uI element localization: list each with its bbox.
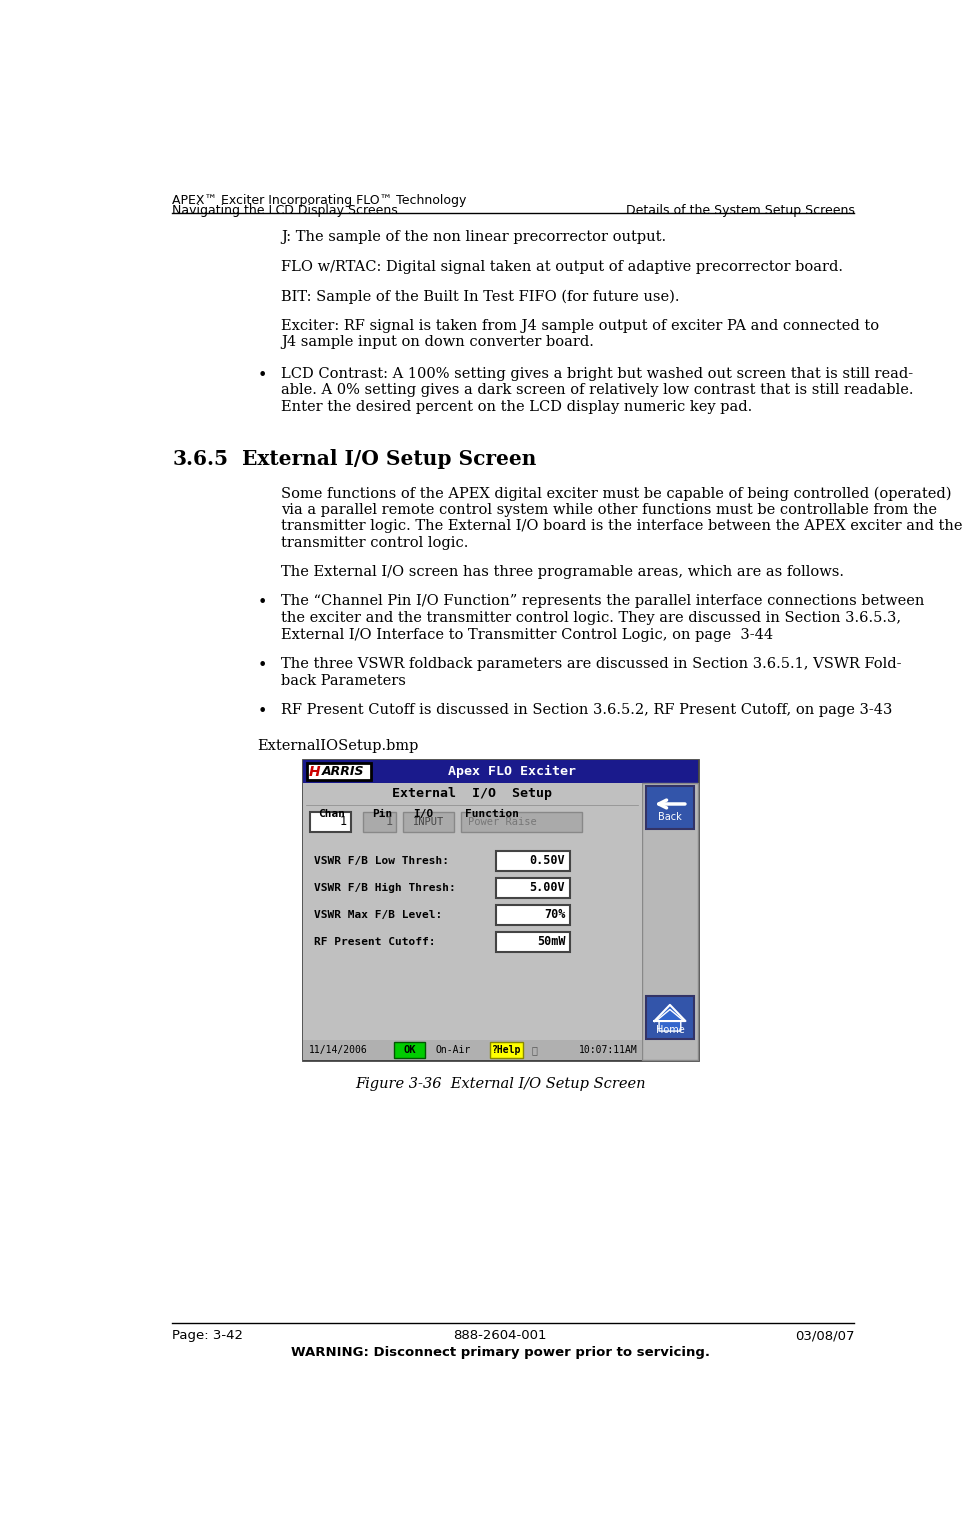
Text: 3.6.5: 3.6.5 [173, 449, 228, 469]
FancyBboxPatch shape [497, 931, 570, 951]
Text: INPUT: INPUT [413, 818, 444, 827]
FancyBboxPatch shape [646, 787, 694, 828]
Text: 888-2604-001: 888-2604-001 [454, 1330, 547, 1342]
Text: Apex FLO Exciter: Apex FLO Exciter [448, 765, 576, 778]
Text: BIT: Sample of the Built In Test FIFO (for future use).: BIT: Sample of the Built In Test FIFO (f… [281, 289, 679, 303]
Text: The External I/O screen has three programable areas, which are as follows.: The External I/O screen has three progra… [281, 564, 844, 579]
Text: Back: Back [658, 812, 682, 822]
Text: Pin: Pin [372, 808, 392, 819]
Polygon shape [656, 1010, 684, 1031]
Text: Navigating the LCD Display Screens: Navigating the LCD Display Screens [173, 204, 398, 217]
FancyBboxPatch shape [310, 813, 350, 832]
Text: back Parameters: back Parameters [281, 673, 406, 687]
Text: External  I/O  Setup: External I/O Setup [392, 787, 552, 801]
Text: H: H [309, 764, 321, 779]
Polygon shape [655, 1005, 685, 1021]
Text: Page: 3-42: Page: 3-42 [173, 1330, 243, 1342]
Text: Function: Function [466, 808, 519, 819]
FancyBboxPatch shape [307, 762, 371, 781]
Text: WARNING: Disconnect primary power prior to servicing.: WARNING: Disconnect primary power prior … [291, 1345, 710, 1359]
Text: J: The sample of the non linear precorrector output.: J: The sample of the non linear precorre… [281, 231, 666, 244]
Text: via a parallel remote control system while other functions must be controllable : via a parallel remote control system whi… [281, 503, 937, 516]
FancyBboxPatch shape [497, 878, 570, 898]
Text: 50mW: 50mW [537, 934, 565, 948]
Text: •: • [258, 595, 267, 612]
FancyBboxPatch shape [497, 851, 570, 871]
Text: Chan: Chan [318, 808, 346, 819]
Text: VSWR Max F/B Level:: VSWR Max F/B Level: [314, 910, 442, 919]
FancyBboxPatch shape [497, 905, 570, 925]
Text: Exciter: RF signal is taken from J4 sample output of exciter PA and connected to: Exciter: RF signal is taken from J4 samp… [281, 318, 879, 334]
Text: •: • [258, 704, 267, 721]
Text: I/O: I/O [413, 808, 433, 819]
Text: The “Channel Pin I/O Function” represents the parallel interface connections bet: The “Channel Pin I/O Function” represent… [281, 595, 924, 609]
Text: 0.50V: 0.50V [530, 855, 565, 867]
Text: 🔒: 🔒 [531, 1045, 537, 1054]
Text: RF Present Cutoff:: RF Present Cutoff: [314, 936, 435, 947]
Text: Power Raise: Power Raise [468, 818, 537, 827]
Text: ?Help: ?Help [492, 1045, 521, 1054]
Text: the exciter and the transmitter control logic. They are discussed in Section 3.6: the exciter and the transmitter control … [281, 612, 901, 626]
Text: 5.00V: 5.00V [530, 881, 565, 895]
FancyBboxPatch shape [646, 996, 694, 1039]
Text: ARRIS: ARRIS [322, 765, 364, 778]
FancyBboxPatch shape [642, 784, 698, 1061]
Text: able. A 0% setting gives a dark screen of relatively low contrast that is still : able. A 0% setting gives a dark screen o… [281, 383, 914, 397]
Text: VSWR F/B High Thresh:: VSWR F/B High Thresh: [314, 882, 456, 893]
Text: J4 sample input on down converter board.: J4 sample input on down converter board. [281, 335, 593, 349]
Text: 03/08/07: 03/08/07 [794, 1330, 854, 1342]
FancyBboxPatch shape [303, 759, 698, 784]
FancyBboxPatch shape [303, 1039, 642, 1061]
Text: •: • [258, 658, 267, 675]
FancyBboxPatch shape [303, 759, 698, 1061]
Text: 1: 1 [386, 816, 392, 828]
Text: External I/O Interface to Transmitter Control Logic, on page  3-44: External I/O Interface to Transmitter Co… [281, 627, 773, 641]
Text: Enter the desired percent on the LCD display numeric key pad.: Enter the desired percent on the LCD dis… [281, 400, 752, 413]
Text: 1: 1 [340, 816, 346, 828]
Text: VSWR F/B Low Thresh:: VSWR F/B Low Thresh: [314, 856, 449, 865]
Text: The three VSWR foldback parameters are discussed in Section 3.6.5.1, VSWR Fold-: The three VSWR foldback parameters are d… [281, 658, 902, 672]
Text: ExternalIOSetup.bmp: ExternalIOSetup.bmp [258, 739, 419, 753]
FancyBboxPatch shape [303, 784, 642, 1039]
Text: 70%: 70% [544, 908, 565, 921]
Text: FLO w/RTAC: Digital signal taken at output of adaptive precorrector board.: FLO w/RTAC: Digital signal taken at outp… [281, 260, 843, 274]
Text: Figure 3-36  External I/O Setup Screen: Figure 3-36 External I/O Setup Screen [355, 1077, 645, 1091]
Text: 10:07:11AM: 10:07:11AM [579, 1045, 637, 1054]
FancyBboxPatch shape [403, 813, 454, 832]
Text: APEX™ Exciter Incorporating FLO™ Technology: APEX™ Exciter Incorporating FLO™ Technol… [173, 194, 467, 206]
Text: Some functions of the APEX digital exciter must be capable of being controlled (: Some functions of the APEX digital excit… [281, 486, 952, 501]
Text: External I/O Setup Screen: External I/O Setup Screen [242, 449, 537, 469]
Text: RF Present Cutoff is discussed in Section 3.6.5.2, RF Present Cutoff, on page 3-: RF Present Cutoff is discussed in Sectio… [281, 704, 892, 718]
Text: On-Air: On-Air [436, 1045, 471, 1054]
Text: •: • [258, 366, 267, 384]
Text: transmitter control logic.: transmitter control logic. [281, 536, 468, 550]
FancyBboxPatch shape [363, 813, 395, 832]
FancyBboxPatch shape [394, 1042, 425, 1057]
FancyBboxPatch shape [462, 813, 582, 832]
Text: Details of the System Setup Screens: Details of the System Setup Screens [626, 204, 854, 217]
FancyBboxPatch shape [490, 1042, 523, 1057]
Text: OK: OK [403, 1045, 416, 1054]
Text: transmitter logic. The External I/O board is the interface between the APEX exci: transmitter logic. The External I/O boar… [281, 520, 962, 533]
Text: 11/14/2006: 11/14/2006 [308, 1045, 368, 1054]
Text: Home: Home [656, 1025, 684, 1034]
Text: LCD Contrast: A 100% setting gives a bright but washed out screen that is still : LCD Contrast: A 100% setting gives a bri… [281, 366, 913, 381]
